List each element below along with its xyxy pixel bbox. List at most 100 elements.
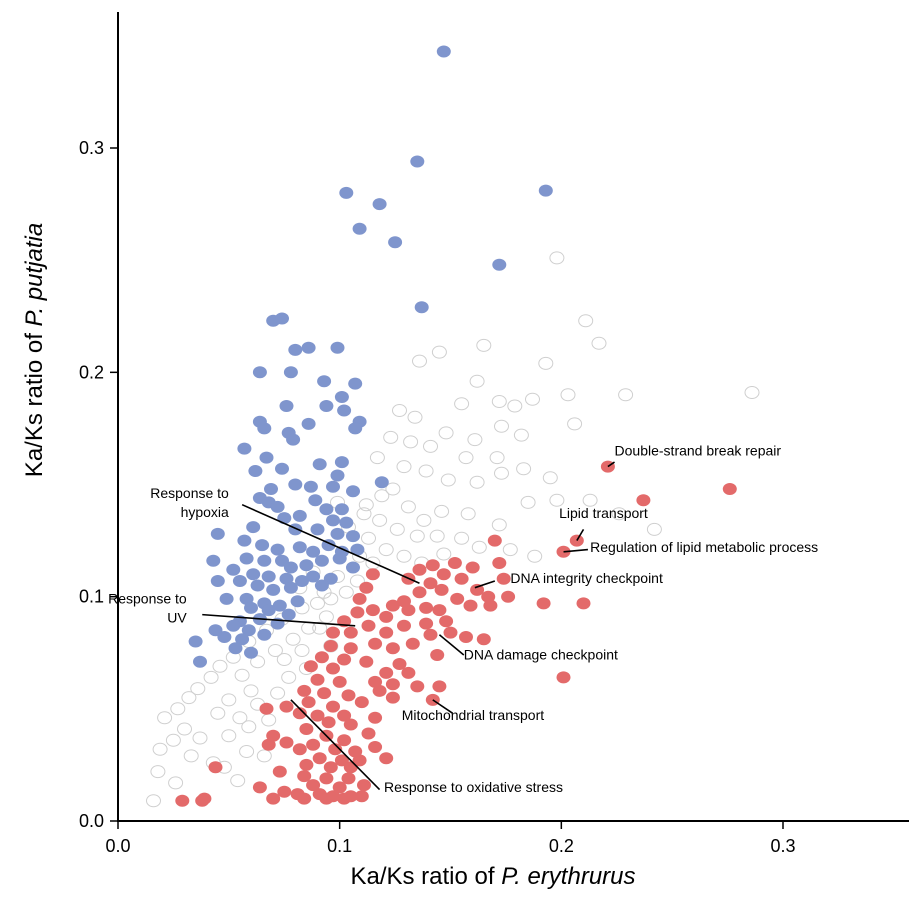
gray-data-point: [567, 417, 583, 431]
gray-data-point: [494, 466, 509, 480]
gray-data-point: [429, 529, 445, 543]
gray-data-point: [250, 655, 266, 669]
red-data-point: [636, 494, 651, 507]
red-data-point: [481, 590, 496, 603]
red-data-point: [352, 592, 367, 605]
x-tick-label: 0.3: [770, 836, 795, 856]
gray-data-point: [232, 711, 248, 725]
blue-data-point: [339, 186, 354, 199]
blue-data-point: [492, 258, 507, 271]
red-data-point: [470, 583, 485, 596]
blue-data-point: [288, 478, 303, 491]
gray-data-point: [582, 493, 598, 507]
red-data-point: [410, 680, 425, 693]
red-data-point: [401, 666, 416, 679]
red-data-point: [317, 687, 332, 700]
blue-data-point: [339, 516, 354, 529]
gray-data-point: [212, 659, 228, 673]
blue-data-point: [217, 631, 232, 643]
blue-data-point: [312, 458, 327, 471]
red-data-point: [368, 741, 383, 753]
red-data-point: [423, 577, 438, 590]
gray-data-point: [181, 691, 197, 705]
blue-data-point: [414, 301, 429, 314]
gray-data-point: [372, 513, 388, 527]
red-data-point: [496, 572, 511, 585]
red-data-point: [306, 738, 321, 751]
red-data-point: [314, 651, 329, 664]
blue-data-point: [303, 480, 318, 493]
gray-data-point: [469, 374, 485, 388]
red-data-point: [326, 700, 340, 713]
gray-data-point: [454, 397, 470, 411]
annotation-label: Double-strand break repair: [615, 442, 782, 458]
blue-data-point: [337, 404, 352, 417]
gray-data-point: [389, 522, 405, 536]
red-data-point: [297, 792, 312, 805]
red-data-point: [463, 599, 478, 612]
blue-data-point: [257, 422, 272, 435]
red-data-point: [175, 794, 190, 807]
red-data-point: [401, 604, 416, 617]
blue-data-point: [334, 503, 349, 516]
red-data-point: [379, 626, 394, 639]
red-data-point: [354, 790, 369, 803]
gray-data-point: [454, 531, 470, 545]
gray-data-point: [520, 495, 536, 509]
red-data-point: [412, 563, 427, 576]
gray-data-point: [230, 774, 246, 788]
blue-data-point: [261, 570, 276, 583]
red-data-point: [279, 736, 294, 749]
red-data-point: [343, 626, 358, 639]
x-tick-label: 0.0: [105, 836, 130, 856]
red-data-point: [321, 716, 336, 729]
red-data-point: [319, 792, 334, 805]
red-data-point: [359, 655, 374, 668]
red-data-point: [261, 738, 276, 751]
gray-data-point: [338, 585, 354, 599]
blue-data-point: [295, 575, 309, 587]
blue-data-point: [317, 375, 332, 388]
gray-data-point: [267, 644, 283, 657]
blue-data-point: [246, 568, 261, 581]
gray-data-point: [458, 451, 474, 465]
gray-data-point: [378, 543, 394, 557]
gray-data-point: [294, 644, 310, 657]
blue-data-point: [334, 391, 349, 403]
red-data-point: [272, 765, 287, 778]
annotation-label: Response to: [108, 590, 187, 606]
red-data-point: [343, 718, 358, 731]
red-data-point: [450, 592, 465, 605]
blue-data-point: [235, 633, 250, 646]
red-data-point: [361, 619, 376, 632]
gray-data-point: [538, 356, 554, 370]
blue-data-point: [226, 563, 241, 576]
gray-data-point: [513, 428, 529, 442]
gray-data-point: [152, 742, 168, 756]
red-data-point: [354, 696, 369, 709]
red-data-point: [556, 671, 571, 684]
gray-data-point: [281, 670, 297, 684]
gray-data-point: [243, 684, 259, 698]
blue-data-point: [257, 554, 272, 567]
red-data-point: [569, 534, 584, 547]
gray-data-point: [221, 729, 237, 743]
gray-data-point: [491, 518, 507, 532]
red-data-point: [341, 689, 356, 702]
annotation-leader-line: [202, 613, 356, 627]
gray-data-point: [409, 529, 425, 543]
gray-data-point: [744, 386, 760, 399]
blue-data-point: [334, 456, 349, 469]
points-layer: [146, 45, 760, 808]
gray-data-point: [356, 507, 372, 521]
blue-data-point: [250, 579, 265, 592]
y-tick-label: 0.0: [79, 811, 104, 831]
gray-data-point: [358, 498, 374, 512]
blue-data-point: [301, 417, 316, 430]
blue-data-point: [219, 592, 234, 605]
red-data-point: [434, 583, 449, 596]
blue-data-point: [226, 619, 241, 632]
gray-data-point: [491, 395, 507, 408]
